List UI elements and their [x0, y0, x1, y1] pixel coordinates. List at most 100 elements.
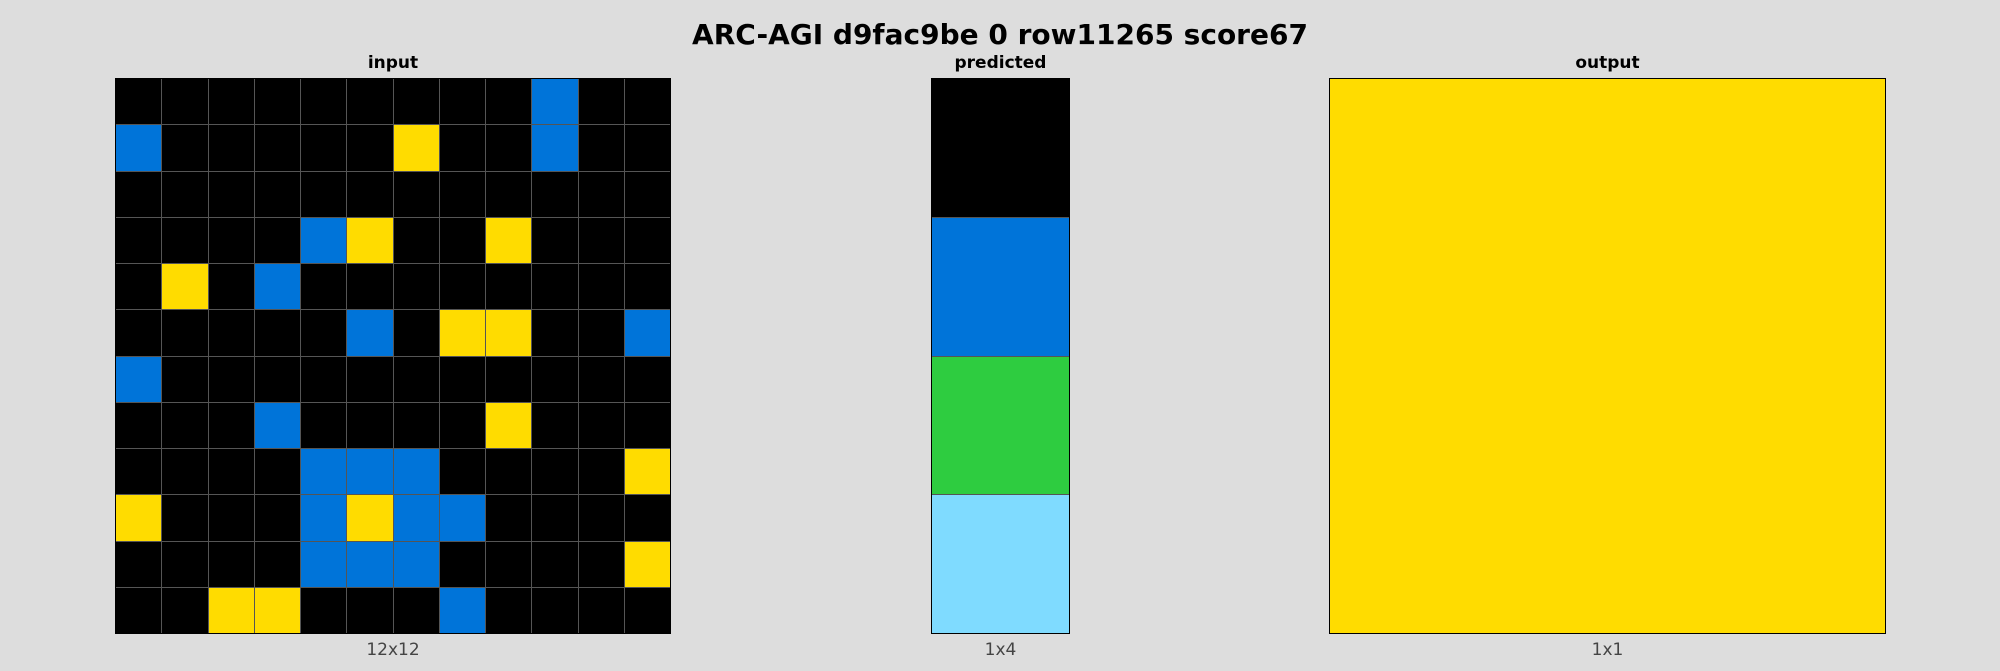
input-cell	[624, 587, 670, 633]
input-cell	[301, 125, 347, 171]
input-cell	[162, 495, 208, 541]
input-grid	[115, 78, 671, 634]
input-cell	[116, 356, 162, 402]
output-panel: output 1x1	[1329, 53, 1886, 660]
output-cell	[1330, 79, 1885, 633]
input-cell	[624, 449, 670, 495]
predicted-label: predicted	[954, 53, 1047, 73]
input-cell	[393, 541, 439, 587]
input-cell	[347, 171, 393, 217]
input-cell	[624, 541, 670, 587]
input-label: input	[367, 53, 419, 73]
predicted-panel: predicted 1x4	[931, 53, 1070, 660]
input-cell	[624, 79, 670, 125]
input-cell	[254, 495, 300, 541]
input-cell	[162, 171, 208, 217]
input-cell	[624, 310, 670, 356]
input-cell	[439, 310, 485, 356]
input-cell	[254, 449, 300, 495]
input-cell	[486, 402, 532, 448]
input-cell	[254, 541, 300, 587]
input-cell	[578, 79, 624, 125]
input-cell	[439, 264, 485, 310]
input-cell	[532, 264, 578, 310]
input-dims: 12x12	[366, 640, 420, 660]
input-cell	[301, 217, 347, 263]
input-cell	[393, 587, 439, 633]
input-cell	[208, 495, 254, 541]
input-cell	[254, 356, 300, 402]
input-cell	[486, 587, 532, 633]
input-cell	[578, 541, 624, 587]
input-cell	[624, 356, 670, 402]
input-cell	[347, 449, 393, 495]
input-cell	[254, 310, 300, 356]
input-cell	[116, 171, 162, 217]
input-cell	[116, 495, 162, 541]
input-cell	[578, 125, 624, 171]
input-cell	[486, 171, 532, 217]
figure-title: ARC-AGI d9fac9be 0 row11265 score67	[692, 18, 1308, 51]
output-dims: 1x1	[1591, 640, 1624, 660]
input-cell	[347, 356, 393, 402]
input-cell	[162, 402, 208, 448]
input-cell	[116, 449, 162, 495]
input-cell	[208, 217, 254, 263]
input-cell	[624, 171, 670, 217]
input-cell	[393, 356, 439, 402]
input-cell	[624, 217, 670, 263]
input-cell	[624, 125, 670, 171]
input-cell	[393, 171, 439, 217]
input-cell	[116, 402, 162, 448]
input-cell	[162, 217, 208, 263]
input-cell	[254, 217, 300, 263]
input-cell	[532, 495, 578, 541]
input-cell	[532, 310, 578, 356]
input-panel: input 12x12	[115, 53, 671, 660]
input-cell	[532, 217, 578, 263]
input-cell	[347, 125, 393, 171]
input-cell	[486, 125, 532, 171]
predicted-cell	[932, 495, 1069, 633]
input-cell	[116, 125, 162, 171]
input-cell	[578, 449, 624, 495]
input-cell	[439, 541, 485, 587]
predicted-cell	[932, 217, 1069, 356]
input-cell	[116, 79, 162, 125]
input-cell	[162, 587, 208, 633]
predicted-cell	[932, 356, 1069, 495]
input-cell	[578, 356, 624, 402]
input-cell	[162, 264, 208, 310]
input-cell	[393, 449, 439, 495]
input-cell	[254, 402, 300, 448]
input-cell	[347, 310, 393, 356]
input-cell	[532, 402, 578, 448]
input-cell	[162, 125, 208, 171]
input-cell	[439, 587, 485, 633]
input-cell	[393, 79, 439, 125]
input-cell	[624, 402, 670, 448]
input-cell	[208, 264, 254, 310]
input-cell	[208, 125, 254, 171]
input-cell	[439, 171, 485, 217]
input-cell	[393, 402, 439, 448]
input-cell	[532, 171, 578, 217]
input-cell	[208, 79, 254, 125]
input-cell	[393, 310, 439, 356]
input-cell	[301, 264, 347, 310]
input-cell	[301, 356, 347, 402]
input-cell	[162, 356, 208, 402]
input-cell	[486, 79, 532, 125]
input-cell	[208, 310, 254, 356]
input-cell	[439, 125, 485, 171]
input-cell	[578, 217, 624, 263]
input-cell	[439, 217, 485, 263]
input-cell	[578, 310, 624, 356]
input-cell	[439, 356, 485, 402]
input-cell	[116, 310, 162, 356]
input-cell	[439, 495, 485, 541]
input-cell	[162, 79, 208, 125]
input-cell	[578, 587, 624, 633]
input-cell	[116, 587, 162, 633]
input-cell	[301, 495, 347, 541]
